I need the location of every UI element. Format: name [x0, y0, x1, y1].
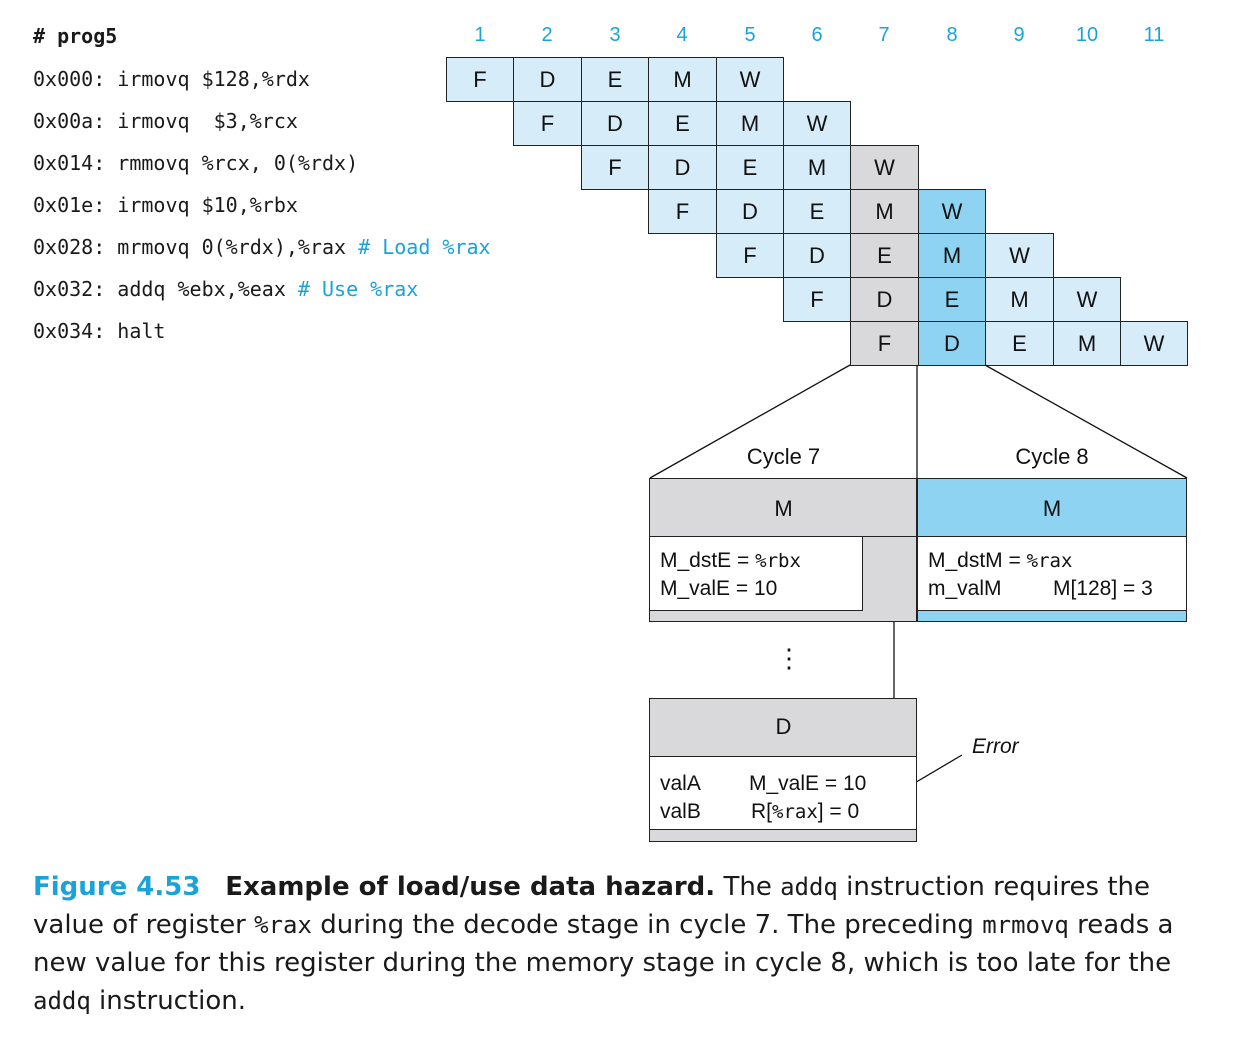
- zoom-line-left: [649, 364, 851, 479]
- cycle-number: 3: [609, 24, 621, 46]
- program-comment: # Use %rax: [297, 277, 419, 301]
- cycle8-line1: M_dstM = %rax: [928, 549, 1073, 572]
- cycle-number: 4: [676, 24, 688, 46]
- program-address: 0x01e:: [33, 193, 106, 217]
- cycle-number: 7: [878, 24, 890, 46]
- program-instruction: halt: [117, 319, 166, 343]
- pipeline-stage-cell: D: [783, 233, 851, 278]
- cycle-number: 11: [1143, 24, 1165, 46]
- program-line: 0x014: rmmovq %rcx, 0(%rdx): [33, 151, 358, 175]
- pipeline-stage-cell: W: [918, 189, 986, 234]
- cycle7-title: Cycle 7: [746, 444, 821, 469]
- cycle-number: 10: [1075, 24, 1099, 46]
- program-address: 0x00a:: [33, 109, 106, 133]
- pipeline-stage-cell: E: [581, 57, 649, 102]
- cycle7-line2: M_valE = 10: [660, 577, 778, 600]
- decode-register-box: [649, 756, 917, 830]
- program-line: 0x00a: irmovq $3,%rcx: [33, 109, 298, 133]
- pipeline-stage-cell: E: [918, 277, 986, 322]
- figure-caption: Figure 4.53 Example of load/use data haz…: [33, 872, 1174, 1016]
- figure-title: Example of load/use data hazard.: [225, 872, 716, 902]
- pipeline-stage-cell: D: [850, 277, 919, 322]
- decode-line2-lhs: valB: [660, 800, 701, 823]
- cycle-number: 8: [946, 24, 958, 46]
- pipeline-stage-cell: W: [1120, 321, 1188, 366]
- pipeline-stage-cell: D: [513, 57, 582, 102]
- figure-number: Figure 4.53: [33, 872, 201, 902]
- pipeline-stage-cell: M: [850, 189, 919, 234]
- cycle-number: 6: [811, 24, 823, 46]
- program-instruction: mrmovq 0(%rdx),%rax: [117, 235, 347, 259]
- pipeline-stage-cell: M: [918, 233, 986, 278]
- decode-stage-label: D: [775, 714, 792, 739]
- program-address: 0x032:: [33, 277, 106, 301]
- pipeline-stage-cell: F: [783, 277, 851, 322]
- program-instruction: irmovq $10,%rbx: [117, 193, 298, 217]
- program-instruction: irmovq $3,%rcx: [117, 109, 298, 133]
- pipeline-stage-cell: E: [648, 101, 717, 146]
- program-address: 0x034:: [33, 319, 106, 343]
- program-instruction: irmovq $128,%rdx: [117, 67, 310, 91]
- cycle8-stage-label: M: [1042, 496, 1062, 521]
- program-address: 0x028:: [33, 235, 106, 259]
- pipeline-stage-cell: W: [985, 233, 1054, 278]
- pipeline-stage-cell: D: [918, 321, 986, 366]
- cycle7-stage-label: M: [774, 496, 793, 521]
- program-instruction: addq %ebx,%eax: [117, 277, 286, 301]
- pipeline-stage-cell: W: [716, 57, 784, 102]
- cycle-number: 5: [744, 24, 756, 46]
- cycle8-line2: m_valM: [928, 577, 1002, 600]
- cycle7-register-box: [649, 536, 863, 611]
- cycle-number: 9: [1013, 24, 1025, 46]
- program-address: 0x000:: [33, 67, 106, 91]
- program-line: 0x000: irmovq $128,%rdx: [33, 67, 310, 91]
- pipeline-stage-cell: D: [716, 189, 784, 234]
- pipeline-stage-cell: F: [446, 57, 514, 102]
- program-line: 0x034: halt: [33, 319, 165, 343]
- cycle7-line1: M_dstE = %rbx: [660, 549, 801, 572]
- error-label: Error: [972, 735, 1019, 758]
- ellipsis: ⋮: [776, 643, 802, 673]
- program-line: 0x028: mrmovq 0(%rdx),%rax # Load %rax: [33, 235, 491, 259]
- pipeline-stage-cell: M: [1053, 321, 1121, 366]
- pipeline-stage-cell: E: [985, 321, 1054, 366]
- pipeline-stage-cell: M: [648, 57, 717, 102]
- program-line: 0x032: addq %ebx,%eax # Use %rax: [33, 277, 418, 301]
- cycle-number: 2: [541, 24, 553, 46]
- pipeline-stage-cell: W: [850, 145, 919, 190]
- cycle8-title: Cycle 8: [1015, 444, 1089, 469]
- pipeline-stage-cell: D: [648, 145, 717, 190]
- pipeline-stage-cell: E: [850, 233, 919, 278]
- pipeline-stage-cell: F: [513, 101, 582, 146]
- decode-line1-lhs: valA: [660, 772, 701, 795]
- pipeline-stage-cell: F: [581, 145, 649, 190]
- zoom-line-right: [984, 364, 1188, 479]
- program-comment: # Load %rax: [358, 235, 491, 259]
- program-address: 0x014:: [33, 151, 106, 175]
- decode-line2-rhs: R[%rax] = 0: [751, 800, 860, 823]
- cycle8-line2-rhs: M[128] = 3: [1053, 577, 1153, 600]
- cycle-number: 1: [474, 24, 486, 46]
- cycle8-register-box: [917, 536, 1187, 611]
- decode-line1-rhs: M_valE = 10: [749, 772, 867, 795]
- pipeline-stage-cell: F: [648, 189, 717, 234]
- program-line: 0x01e: irmovq $10,%rbx: [33, 193, 298, 217]
- program-instruction: rmmovq %rcx, 0(%rdx): [117, 151, 359, 175]
- pipeline-stage-cell: F: [716, 233, 784, 278]
- program-header: # prog5: [33, 24, 118, 48]
